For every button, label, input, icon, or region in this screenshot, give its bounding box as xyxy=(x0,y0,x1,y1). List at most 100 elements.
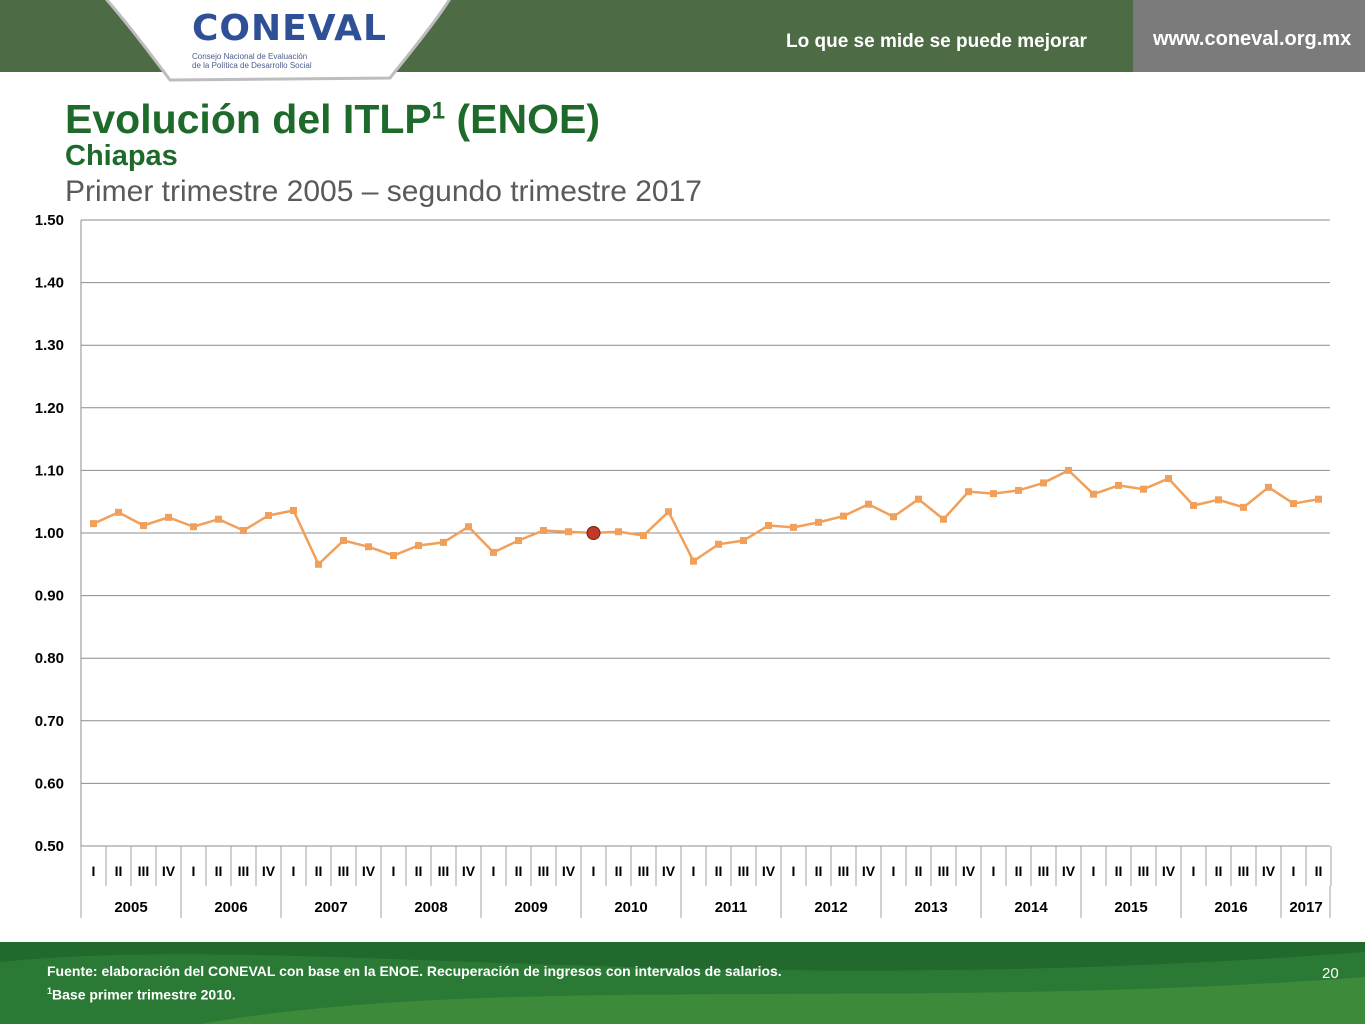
title-text: Evolución del ITLP xyxy=(65,96,432,142)
data-point xyxy=(640,532,647,540)
data-point xyxy=(490,548,497,556)
x-quarter-label: III xyxy=(638,863,650,879)
base-note: 1Base primer trimestre 2010. xyxy=(47,981,782,1005)
x-quarter-label: I xyxy=(392,863,396,879)
x-year-label: 2010 xyxy=(614,899,647,916)
x-year-label: 2017 xyxy=(1289,899,1322,916)
data-point xyxy=(840,512,847,520)
data-point xyxy=(365,543,372,551)
x-quarter-label: I xyxy=(992,863,996,879)
x-quarter-label: III xyxy=(438,863,450,879)
x-year-label: 2012 xyxy=(814,899,847,916)
data-point xyxy=(1265,483,1272,491)
x-year-label: 2015 xyxy=(1114,899,1147,916)
x-quarter-label: I xyxy=(892,863,896,879)
slide-title: Evolución del ITLP1 (ENOE) xyxy=(65,96,600,143)
x-year-label: 2013 xyxy=(914,899,947,916)
data-point xyxy=(790,523,797,531)
data-point xyxy=(765,521,772,529)
x-quarter-label: IV xyxy=(362,863,376,879)
website-panel xyxy=(1133,0,1365,72)
data-point xyxy=(115,508,122,516)
y-tick-label: 0.50 xyxy=(35,838,64,855)
data-point xyxy=(1015,486,1022,494)
y-tick-label: 0.70 xyxy=(35,713,64,730)
data-point xyxy=(140,521,147,529)
data-point xyxy=(165,513,172,521)
data-point xyxy=(215,515,222,523)
data-point xyxy=(565,528,572,536)
x-quarter-label: II xyxy=(115,863,123,879)
y-tick-label: 1.50 xyxy=(35,212,64,229)
y-tick-label: 1.10 xyxy=(35,462,64,479)
data-point xyxy=(1190,501,1197,509)
x-quarter-label: IV xyxy=(962,863,976,879)
data-point xyxy=(1115,481,1122,489)
x-quarter-label: III xyxy=(1238,863,1250,879)
note-mark: 1 xyxy=(47,986,53,996)
x-quarter-label: IV xyxy=(662,863,676,879)
line-chart: 0.50 0.60 0.70 0.80 0.90 1.00 1.10 1.20 1.30 1.40… xyxy=(35,212,1332,918)
x-quarter-label: I xyxy=(1192,863,1196,879)
data-point xyxy=(1140,485,1147,493)
x-quarter-label: I xyxy=(1092,863,1096,879)
x-quarter-label: I xyxy=(192,863,196,879)
data-point xyxy=(290,506,297,514)
data-point xyxy=(715,540,722,548)
x-quarter-label: II xyxy=(415,863,423,879)
logo: CONEVAL xyxy=(192,8,387,49)
source-text: Fuente: elaboración del CONEVAL con base… xyxy=(47,963,782,979)
x-year-label: 2016 xyxy=(1214,899,1247,916)
data-point xyxy=(440,538,447,546)
page-number: 20 xyxy=(1322,965,1339,982)
data-point xyxy=(465,523,472,531)
data-point xyxy=(1065,466,1072,474)
x-quarter-label: III xyxy=(238,863,250,879)
data-point xyxy=(815,518,822,526)
x-quarter-label: IV xyxy=(462,863,476,879)
x-quarter-label: IV xyxy=(162,863,176,879)
note-text: Base primer trimestre 2010. xyxy=(52,986,236,1003)
data-point xyxy=(1165,475,1172,483)
x-year-label: 2014 xyxy=(1014,899,1048,916)
x-quarter-label: II xyxy=(1115,863,1123,879)
data-point xyxy=(615,528,622,536)
website-link[interactable]: www.coneval.org.mx xyxy=(1153,28,1352,50)
data-point xyxy=(1290,500,1297,508)
title-suffix: (ENOE) xyxy=(445,96,601,142)
x-quarter-label: II xyxy=(915,863,923,879)
y-tick-label: 1.00 xyxy=(35,525,64,542)
x-quarter-label: II xyxy=(515,863,523,879)
data-point xyxy=(90,520,97,528)
x-quarter-label: IV xyxy=(762,863,776,879)
x-quarter-label: II xyxy=(1315,863,1323,879)
x-quarter-label: III xyxy=(1138,863,1150,879)
x-quarter-label: III xyxy=(1038,863,1050,879)
data-point xyxy=(890,513,897,521)
x-quarter-label: I xyxy=(592,863,596,879)
footer-wave xyxy=(0,942,1365,1024)
x-quarter-label: II xyxy=(615,863,623,879)
x-quarter-label: III xyxy=(138,863,150,879)
x-quarter-label: I xyxy=(692,863,696,879)
x-quarter-label: IV xyxy=(562,863,576,879)
x-year-label: 2006 xyxy=(214,899,247,916)
base-point xyxy=(586,526,601,540)
x-quarter-label: IV xyxy=(862,863,876,879)
y-tick-label: 1.30 xyxy=(35,337,64,354)
x-quarter-label: IV xyxy=(1062,863,1076,879)
source-note: Fuente: elaboración del CONEVAL con base… xyxy=(47,961,782,1005)
data-point xyxy=(940,515,947,523)
data-point xyxy=(190,523,197,531)
data-point xyxy=(1315,495,1322,503)
data-point xyxy=(540,526,547,534)
logo-subtitle-line2: de la Política de Desarrollo Social xyxy=(192,61,312,70)
data-point xyxy=(315,560,322,568)
logo-subtitle: Consejo Nacional de Evaluación de la Pol… xyxy=(192,52,362,70)
data-point xyxy=(990,490,997,498)
x-quarter-label: I xyxy=(792,863,796,879)
slide-period: Primer trimestre 2005 – segundo trimestr… xyxy=(65,175,702,208)
x-quarter-label: IV xyxy=(1162,863,1176,879)
data-point xyxy=(1040,479,1047,487)
data-point xyxy=(740,537,747,545)
